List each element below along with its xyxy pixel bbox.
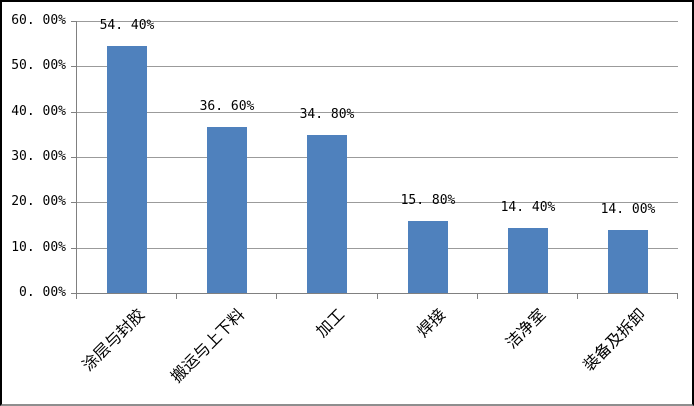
x-category-label: 装备及拆卸	[579, 304, 650, 375]
bar-4	[408, 221, 448, 293]
y-tick-mark	[71, 66, 76, 67]
y-tick-mark	[71, 157, 76, 158]
x-category-label: 搬运与上下料	[166, 304, 249, 387]
bar-5	[508, 228, 548, 293]
data-label: 36. 60%	[199, 99, 255, 114]
y-tick-mark	[71, 248, 76, 249]
y-tick-label: 50. 00%	[11, 58, 66, 73]
gridline	[77, 248, 678, 249]
gridline	[77, 66, 678, 67]
gridline	[77, 21, 678, 22]
gridline	[77, 157, 678, 158]
y-tick-label: 0. 00%	[19, 285, 66, 300]
gridline	[77, 202, 678, 203]
y-tick-label: 40. 00%	[11, 104, 66, 119]
x-tick-mark	[477, 294, 478, 299]
data-label: 14. 40%	[500, 200, 556, 215]
data-label: 54. 40%	[99, 18, 155, 33]
y-tick-mark	[71, 112, 76, 113]
y-tick-label: 20. 00%	[11, 194, 66, 209]
x-category-label: 焊接	[413, 304, 450, 341]
x-tick-mark	[76, 294, 77, 299]
y-tick-mark	[71, 202, 76, 203]
y-tick-label: 60. 00%	[11, 13, 66, 28]
bar-3	[307, 135, 347, 293]
bar-1	[107, 46, 147, 293]
data-label: 34. 80%	[299, 107, 355, 122]
x-tick-mark	[377, 294, 378, 299]
y-tick-mark	[71, 293, 76, 294]
x-category-label: 洁净室	[501, 304, 550, 353]
x-tick-mark	[677, 294, 678, 299]
plot-area: 54. 40% 36. 60% 34. 80% 15. 80% 14. 40% 14. 0…	[76, 18, 678, 294]
y-tick-mark	[71, 21, 76, 22]
bar-6	[608, 230, 648, 293]
x-tick-mark	[577, 294, 578, 299]
bar-2	[207, 127, 247, 293]
x-tick-mark	[176, 294, 177, 299]
x-category-label: 加工	[312, 304, 349, 341]
data-label: 14. 00%	[600, 202, 656, 217]
data-label: 15. 80%	[400, 193, 456, 208]
y-tick-label: 30. 00%	[11, 149, 66, 164]
x-tick-mark	[276, 294, 277, 299]
y-tick-label: 10. 00%	[11, 240, 66, 255]
gridline	[77, 112, 678, 113]
x-category-label: 涂层与封胶	[78, 304, 149, 375]
